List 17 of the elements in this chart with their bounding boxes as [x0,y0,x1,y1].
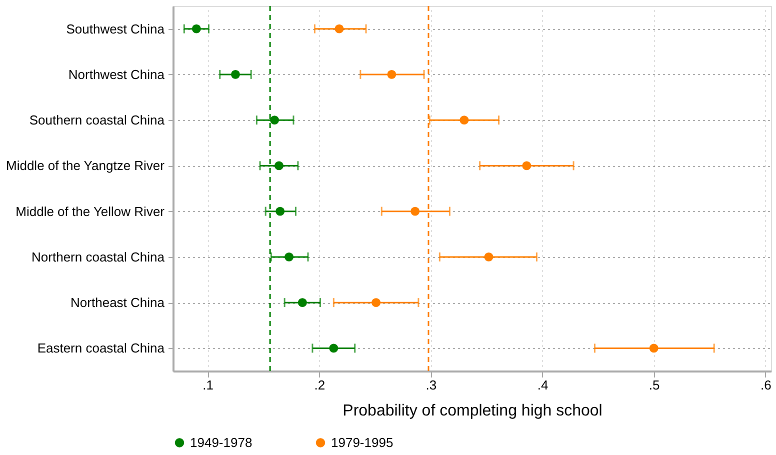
legend-label: 1949-1978 [190,434,252,450]
x-tick-label: .3 [426,378,437,392]
y-tick-label: Middle of the Yellow River [16,204,166,219]
x-tick-label: .1 [202,378,214,392]
x-tick-label: .6 [760,378,772,392]
y-tick-label: Middle of the Yangtze River [6,158,166,174]
x-axis-title: Probability of completing high school [342,402,602,420]
y-tick-label: Northern coastal China [32,249,166,264]
y-tick-label: Southern coastal China [29,112,166,128]
y-tick-label: Southwest China [66,21,166,36]
x-tick-label: .2 [314,378,326,392]
legend-label: 1979-1995 [331,434,394,450]
y-tick-label: Northeast China [70,295,166,310]
x-tick-label: .4 [537,378,548,392]
x-tick-label: .5 [648,378,660,392]
y-tick-label: Eastern coastal China [37,340,166,356]
y-tick-label: Northwest China [68,66,166,82]
